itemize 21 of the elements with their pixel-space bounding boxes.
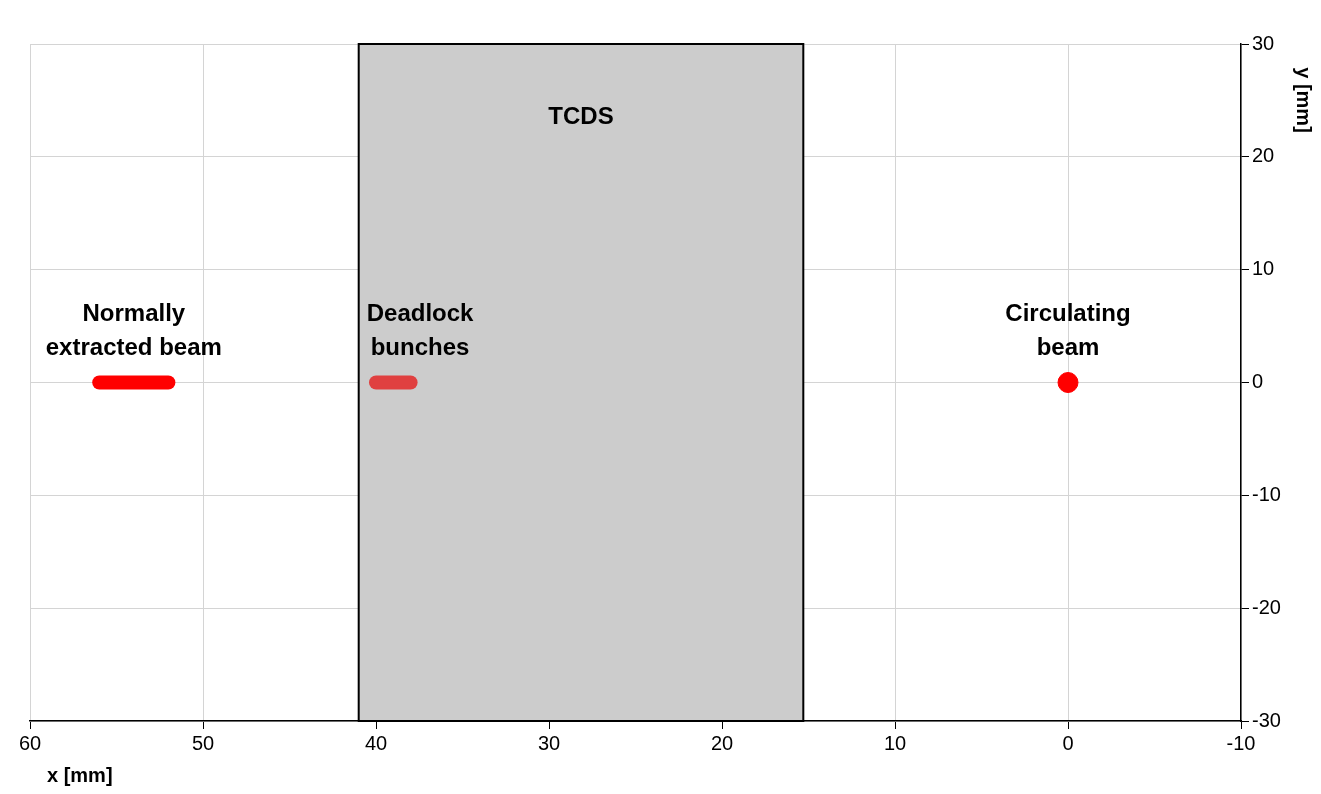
x-tick-label: 50 <box>191 731 215 754</box>
y-tick-label: -10 <box>1252 482 1281 505</box>
x-tick-label: -10 <box>1226 731 1256 754</box>
x-tick-label: 20 <box>710 731 734 754</box>
y-tick-label: 10 <box>1252 257 1275 280</box>
x-tick-label: 40 <box>364 731 388 754</box>
y-tick-label: 30 <box>1252 31 1275 54</box>
y-axis-title: y [mm] <box>1293 67 1316 133</box>
y-tick-label: -30 <box>1252 708 1281 731</box>
x-tick-label: 30 <box>537 731 561 754</box>
annotation: Circulating beam <box>1005 299 1131 361</box>
x-tick-label: 0 <box>1062 731 1074 754</box>
x-tick-label: 10 <box>883 731 907 754</box>
annotation: Normally extracted beam <box>45 299 222 361</box>
annotation: Deadlock bunches <box>366 299 475 361</box>
y-tick-label: 20 <box>1252 144 1275 167</box>
band-label: TCDS <box>548 101 614 129</box>
x-axis-title: x [mm] <box>47 763 113 786</box>
y-tick-label: 0 <box>1252 370 1264 393</box>
x-tick-label: 60 <box>18 731 42 754</box>
y-tick-label: -20 <box>1252 595 1281 618</box>
